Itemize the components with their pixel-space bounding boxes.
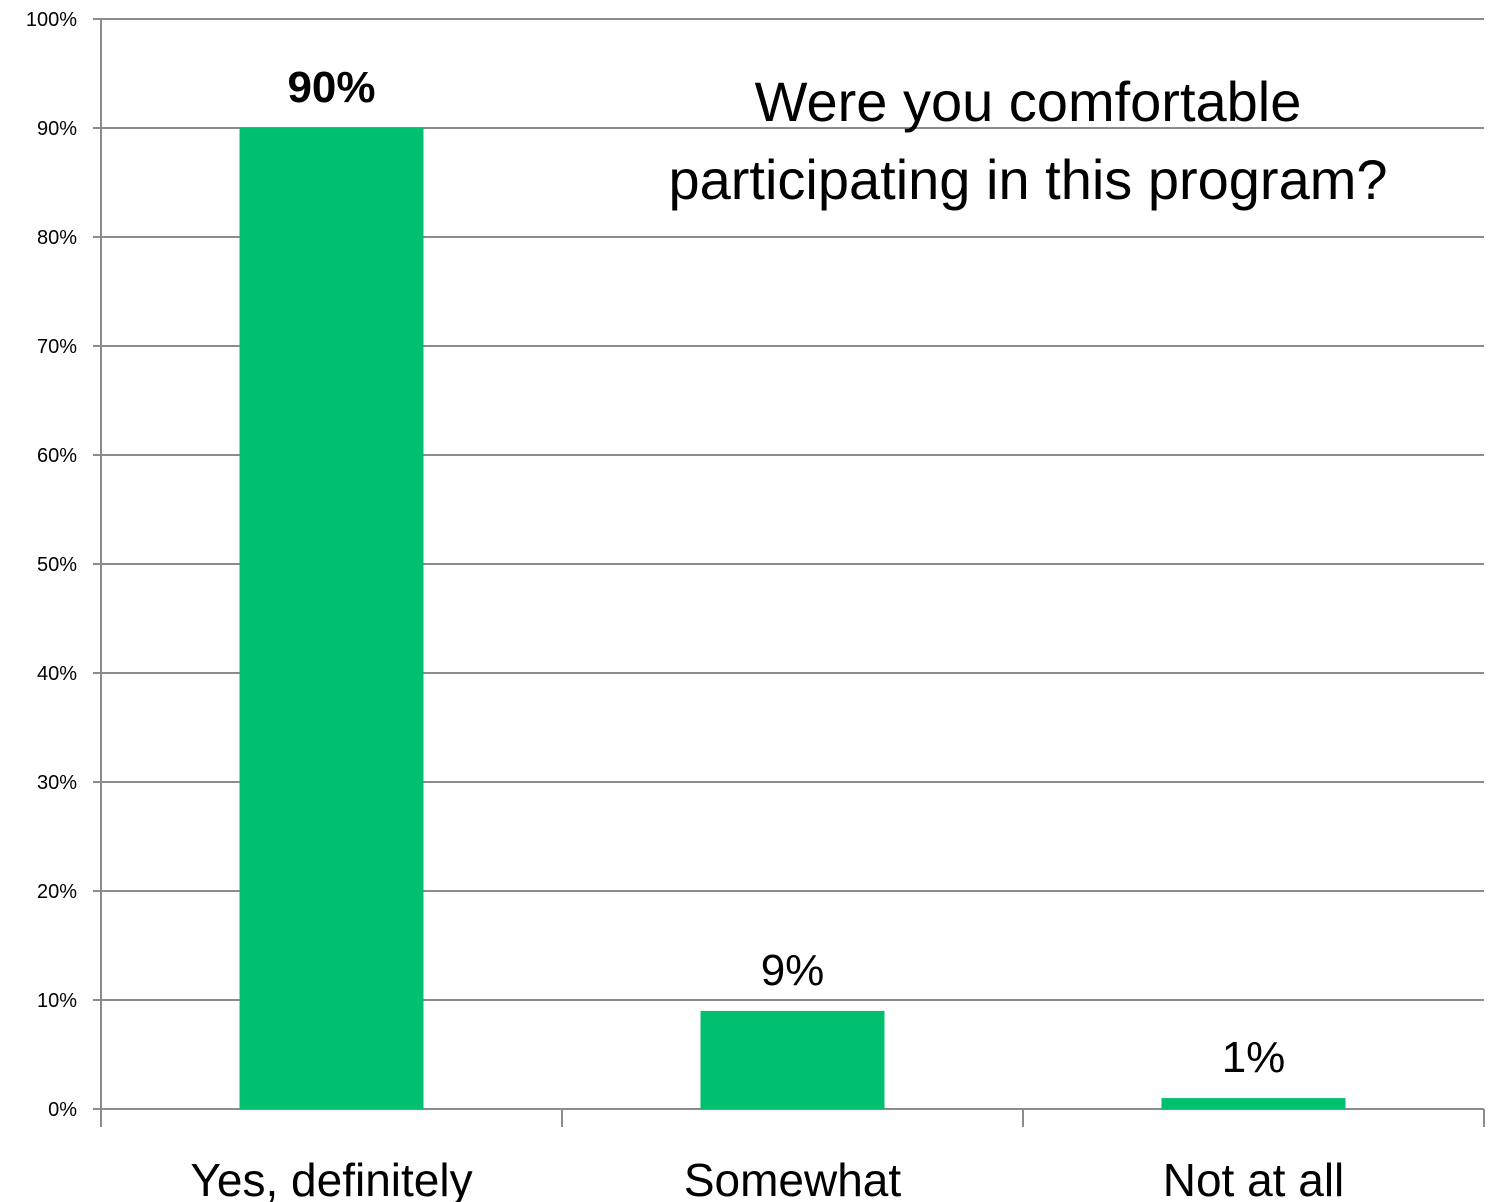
bar bbox=[239, 128, 424, 1109]
y-tick-label: 40% bbox=[37, 663, 77, 685]
chart-title-line: Were you comfortable bbox=[755, 70, 1302, 133]
x-category-label: Yes, definitely bbox=[190, 1154, 472, 1202]
chart-title: Were you comfortable participating in thi… bbox=[668, 70, 1387, 211]
y-tick-label: 30% bbox=[37, 772, 77, 794]
data-label: 1% bbox=[1222, 1033, 1286, 1082]
bars bbox=[239, 128, 1346, 1109]
y-tick-label: 100% bbox=[26, 9, 77, 31]
y-tick-label: 50% bbox=[37, 554, 77, 576]
data-label: 90% bbox=[287, 63, 375, 112]
y-tick-label: 10% bbox=[37, 990, 77, 1012]
y-tick-label: 20% bbox=[37, 881, 77, 903]
bar bbox=[1161, 1098, 1346, 1109]
data-labels: 90% 9% 1% bbox=[287, 63, 1285, 1082]
y-tick-label: 90% bbox=[37, 118, 77, 140]
chart-title-line: participating in this program? bbox=[668, 148, 1387, 211]
y-tick-label: 80% bbox=[37, 227, 77, 249]
y-tick-label: 0% bbox=[48, 1099, 77, 1121]
bar bbox=[700, 1010, 885, 1109]
x-category-label: Not at all bbox=[1163, 1154, 1345, 1202]
y-tick-label: 60% bbox=[37, 445, 77, 467]
y-tick-label: 70% bbox=[37, 336, 77, 358]
x-category-label: Somewhat bbox=[684, 1154, 902, 1202]
data-label: 9% bbox=[761, 946, 825, 995]
